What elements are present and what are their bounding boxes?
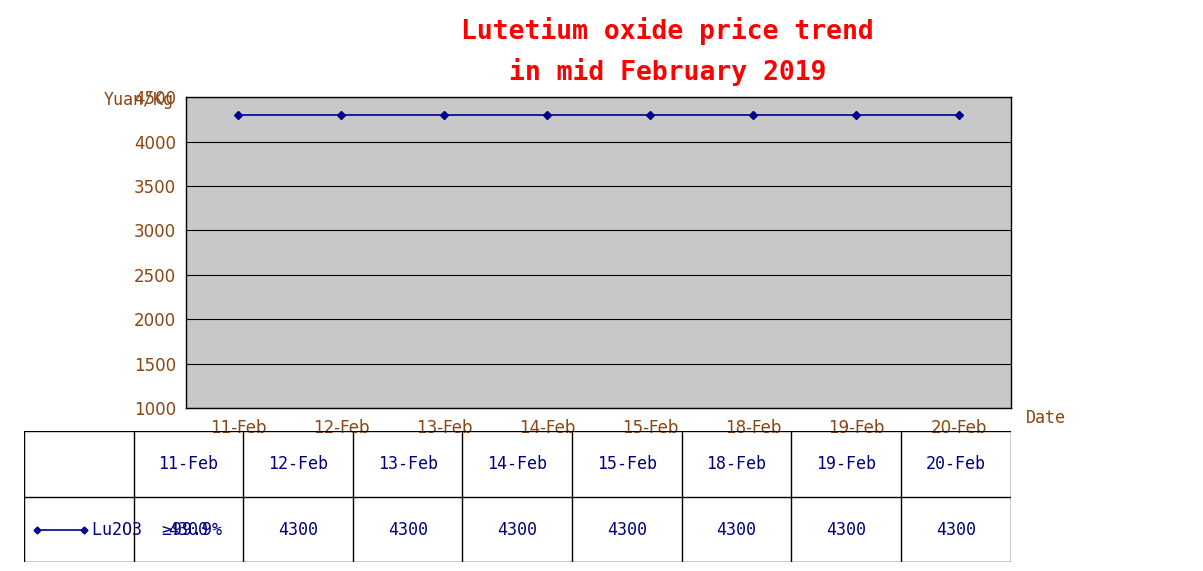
Text: Yuan/Kg: Yuan/Kg	[103, 91, 173, 109]
Text: 15-Feb: 15-Feb	[597, 455, 657, 473]
Text: 18-Feb: 18-Feb	[706, 455, 766, 473]
Text: Lutetium oxide price trend
in mid February 2019: Lutetium oxide price trend in mid Februa…	[461, 17, 875, 86]
Text: Date: Date	[1026, 409, 1066, 427]
Text: 4300: 4300	[606, 521, 647, 538]
Text: 4300: 4300	[278, 521, 318, 538]
Text: 12-Feb: 12-Feb	[268, 455, 328, 473]
Text: 20-Feb: 20-Feb	[926, 455, 985, 473]
Text: 4300: 4300	[497, 521, 538, 538]
Text: 19-Feb: 19-Feb	[816, 455, 876, 473]
Text: 11-Feb: 11-Feb	[159, 455, 219, 473]
Text: 13-Feb: 13-Feb	[378, 455, 438, 473]
Text: 4300: 4300	[826, 521, 866, 538]
Text: 4300: 4300	[936, 521, 976, 538]
Text: 4300: 4300	[717, 521, 757, 538]
Text: 4300: 4300	[387, 521, 428, 538]
Text: 4300: 4300	[168, 521, 208, 538]
Text: 14-Feb: 14-Feb	[487, 455, 547, 473]
Text: Lu2O3  ≥99.9%: Lu2O3 ≥99.9%	[91, 521, 223, 538]
